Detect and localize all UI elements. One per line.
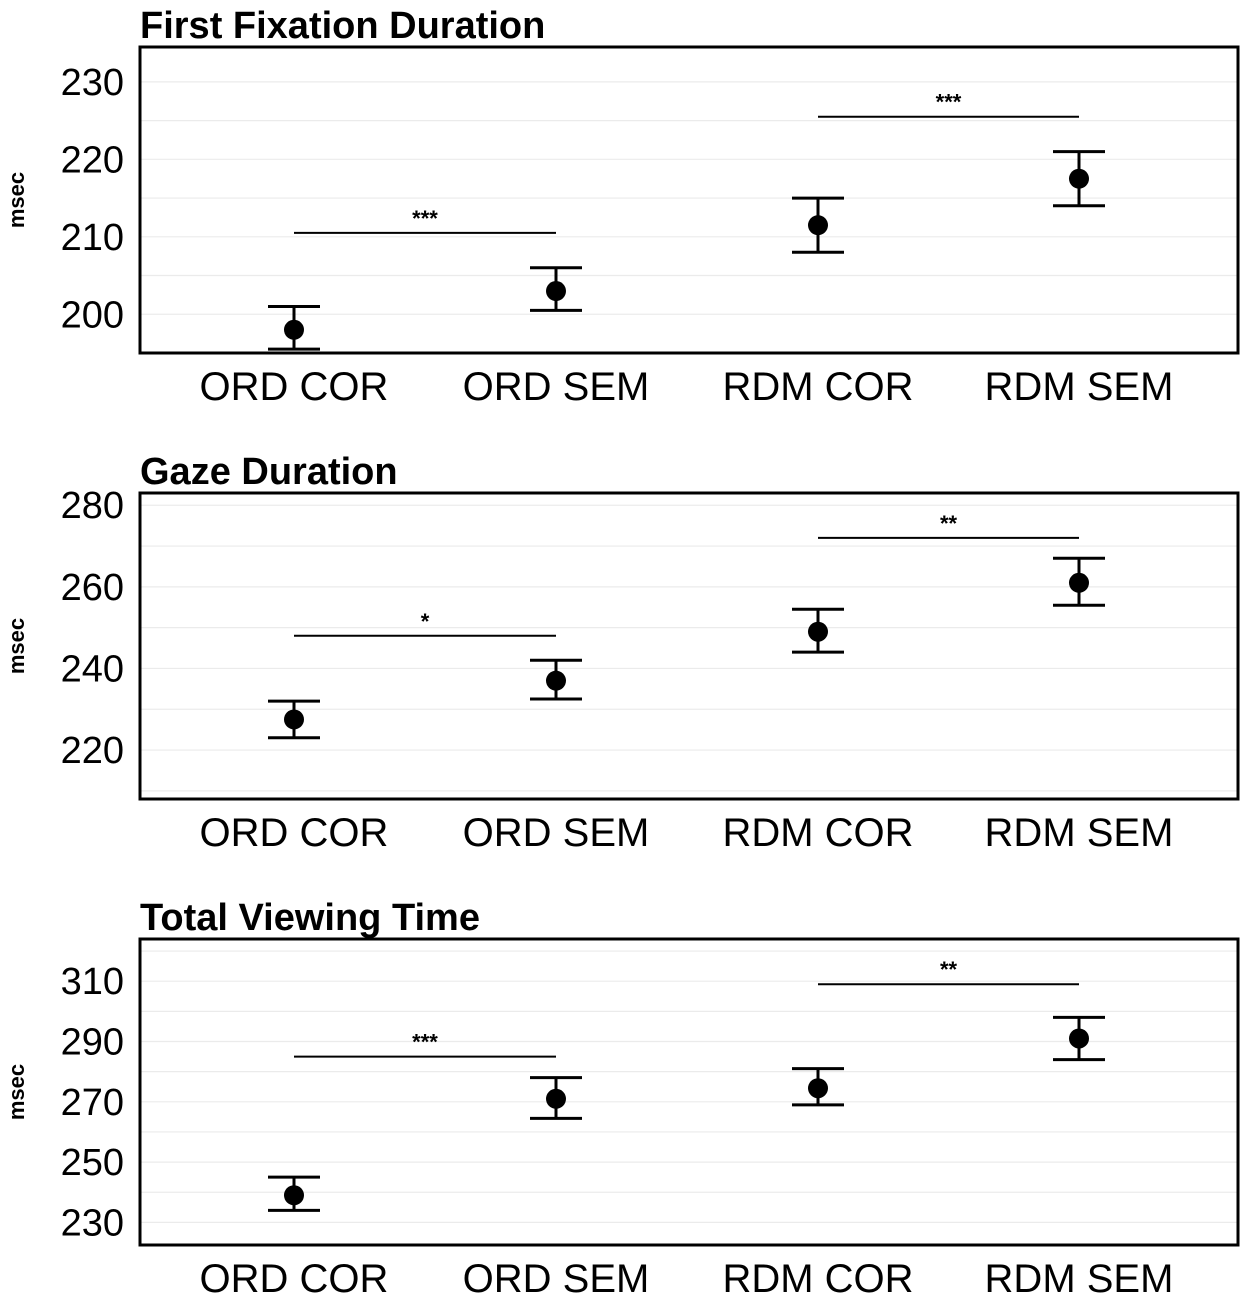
data-point bbox=[1069, 572, 1089, 593]
x-tick-label: ORD SEM bbox=[463, 365, 650, 409]
y-tick-label: 290 bbox=[61, 1022, 124, 1064]
y-tick-label: 250 bbox=[61, 1142, 124, 1184]
chart-panel-3: Total Viewing Timemsec230250270290310***… bbox=[4, 897, 1240, 1300]
x-tick-label: RDM SEM bbox=[985, 365, 1174, 409]
y-tick-label: 310 bbox=[61, 961, 124, 1003]
significance-label: ** bbox=[940, 957, 958, 982]
y-tick-label: 230 bbox=[61, 62, 124, 104]
x-tick-label: RDM COR bbox=[722, 1257, 913, 1300]
data-point bbox=[546, 670, 566, 691]
y-tick-label: 230 bbox=[61, 1202, 124, 1244]
data-point bbox=[284, 1185, 304, 1206]
y-tick-label: 280 bbox=[61, 485, 124, 527]
plot-frame bbox=[138, 937, 1240, 1247]
x-tick-label: RDM SEM bbox=[985, 1257, 1174, 1300]
significance-label: *** bbox=[412, 206, 438, 231]
y-axis-label: msec bbox=[4, 172, 29, 228]
plot-frame bbox=[138, 45, 1240, 355]
x-tick-label: ORD COR bbox=[200, 365, 389, 409]
x-tick-label: RDM COR bbox=[722, 811, 913, 855]
data-point bbox=[284, 709, 304, 730]
data-point bbox=[1069, 168, 1089, 189]
chart-title: First Fixation Duration bbox=[140, 5, 545, 47]
data-point bbox=[808, 1078, 828, 1099]
plot-frame bbox=[138, 491, 1240, 801]
significance-label: ** bbox=[940, 511, 958, 536]
y-tick-label: 200 bbox=[61, 294, 124, 336]
y-tick-label: 220 bbox=[61, 139, 124, 181]
data-point bbox=[808, 621, 828, 642]
chart-panel-1: First Fixation Duration msec 200 210 220 230 *… bbox=[4, 5, 1240, 409]
chart-title: Total Viewing Time bbox=[140, 897, 480, 939]
data-point bbox=[546, 281, 566, 302]
significance-label: * bbox=[421, 609, 430, 634]
y-tick-label: 220 bbox=[61, 730, 124, 772]
y-axis-label: msec bbox=[4, 1064, 29, 1120]
data-point bbox=[546, 1088, 566, 1109]
x-tick-label: ORD SEM bbox=[463, 1257, 650, 1300]
x-tick-label: ORD COR bbox=[200, 1257, 389, 1300]
chart-title: Gaze Duration bbox=[140, 451, 398, 493]
y-axis-label: msec bbox=[4, 618, 29, 674]
y-tick-label: 210 bbox=[61, 217, 124, 259]
y-tick-label: 240 bbox=[61, 648, 124, 690]
x-tick-label: RDM SEM bbox=[985, 811, 1174, 855]
data-point bbox=[808, 215, 828, 236]
data-point bbox=[284, 319, 304, 340]
y-tick-label: 260 bbox=[61, 567, 124, 609]
x-tick-label: RDM COR bbox=[722, 365, 913, 409]
x-tick-label: ORD SEM bbox=[463, 811, 650, 855]
x-tick-label: ORD COR bbox=[200, 811, 389, 855]
y-tick-label: 270 bbox=[61, 1082, 124, 1124]
data-point bbox=[1069, 1028, 1089, 1049]
significance-label: *** bbox=[412, 1030, 438, 1055]
significance-label: *** bbox=[936, 90, 962, 115]
